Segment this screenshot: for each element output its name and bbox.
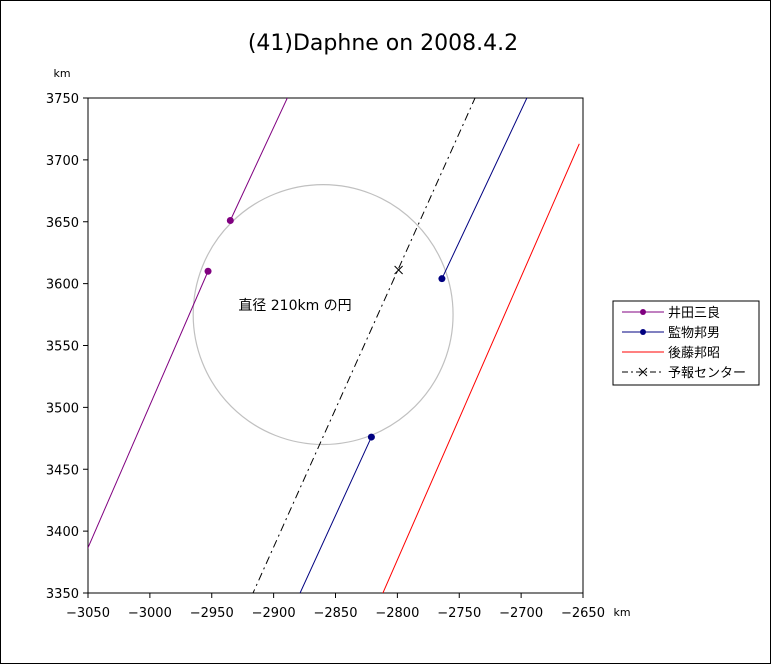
- x-tick-label: −2750: [437, 606, 481, 621]
- data-point-1: [438, 275, 446, 283]
- y-tick-label: 3400: [46, 525, 79, 540]
- x-axis-unit: km: [613, 606, 630, 619]
- axis-tick-labels: −3050 −3000 −2950 −2900 −2850 −2800 −2750 −2700…: [46, 92, 605, 621]
- y-tick-label: 3700: [46, 154, 79, 169]
- y-tick-label: 3450: [46, 463, 79, 478]
- legend-label: 井田三良: [668, 305, 720, 321]
- x-tick-label: −3050: [66, 606, 110, 621]
- series-line-1: [441, 98, 528, 279]
- y-tick-label: 3550: [46, 340, 79, 355]
- data-point-1: [367, 433, 375, 441]
- y-axis-unit: km: [53, 67, 70, 80]
- legend-label: 後藤邦昭: [668, 346, 720, 361]
- y-tick-label: 3650: [46, 216, 79, 231]
- series-line-2: [382, 143, 580, 593]
- legend-marker: [640, 329, 646, 335]
- legend-item-0: 井田三良: [622, 305, 720, 321]
- data-point-0: [204, 267, 212, 275]
- x-tick-label: −2700: [499, 606, 543, 621]
- x-tick-label: −3000: [128, 606, 172, 621]
- series-line-3: [252, 98, 476, 593]
- reference-circle: [192, 184, 454, 446]
- legend-marker: [640, 309, 646, 315]
- series-lines: [88, 98, 580, 593]
- legend-item-2: 後藤邦昭: [622, 346, 720, 361]
- y-tick-label: 3500: [46, 401, 79, 416]
- data-point-0: [226, 217, 234, 225]
- legend-label: 監物邦男: [668, 325, 720, 341]
- circle-label: 直径 210km の円: [238, 297, 351, 314]
- x-tick-label: −2850: [314, 606, 358, 621]
- legend-label: 予報センター: [668, 366, 746, 381]
- y-tick-label: 3600: [46, 278, 79, 293]
- series-points: [204, 217, 446, 441]
- y-tick-label: 3750: [46, 92, 79, 107]
- series-line-1: [299, 436, 372, 593]
- y-tick-label: 3350: [46, 587, 79, 602]
- series-line-0: [229, 98, 288, 221]
- data-point-3: [394, 265, 403, 275]
- series-line-0: [88, 271, 209, 549]
- x-tick-label: −2650: [561, 606, 605, 621]
- x-tick-label: −2800: [375, 606, 419, 621]
- x-tick-label: −2950: [190, 606, 234, 621]
- chart-title: (41)Daphne on 2008.4.2: [248, 31, 518, 56]
- legend-item-3: 予報センター: [622, 366, 746, 381]
- axis-ticks: [83, 97, 584, 598]
- legend-item-1: 監物邦男: [622, 325, 720, 341]
- legend-box: [612, 300, 760, 386]
- legend-marker: [638, 367, 648, 377]
- plot-area: [87, 97, 584, 594]
- x-tick-label: −2900: [252, 606, 296, 621]
